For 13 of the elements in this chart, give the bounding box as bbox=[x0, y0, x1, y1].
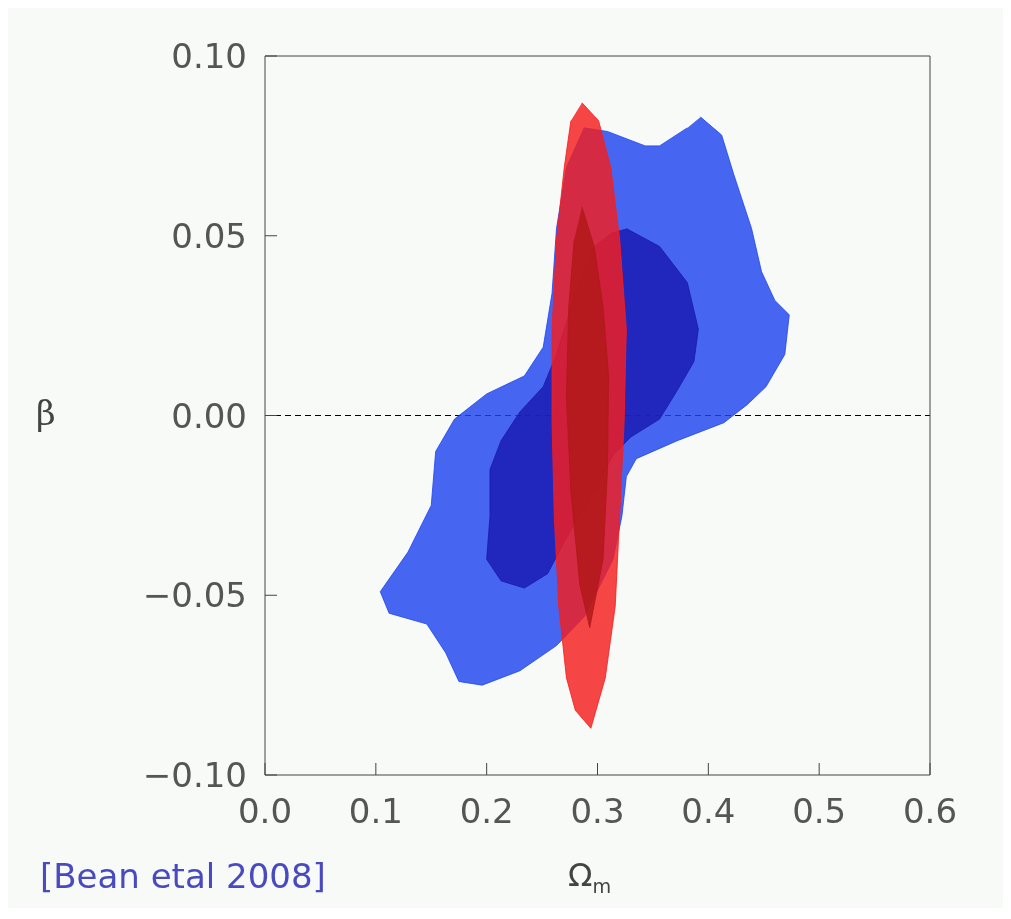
x-tick-label: 0.2 bbox=[459, 791, 514, 832]
x-axis-title: Ω$_{m}$ bbox=[568, 856, 612, 899]
y-tick-label: 0.00 bbox=[171, 395, 247, 436]
x-tick-label: 0.4 bbox=[681, 791, 736, 832]
y-tick-label: 0.05 bbox=[171, 215, 247, 256]
x-tick-label: 0.3 bbox=[570, 791, 625, 832]
x-tick-label: 0.5 bbox=[792, 791, 847, 832]
text: [Bean etal 2008] bbox=[40, 856, 326, 896]
x-tick-label: 0.1 bbox=[348, 791, 403, 832]
y-tick-label: 0.10 bbox=[171, 36, 247, 77]
y-tick-label: −0.05 bbox=[142, 575, 247, 616]
x-tick-label: 0.6 bbox=[902, 791, 958, 832]
y-axis-title: β bbox=[36, 393, 56, 433]
